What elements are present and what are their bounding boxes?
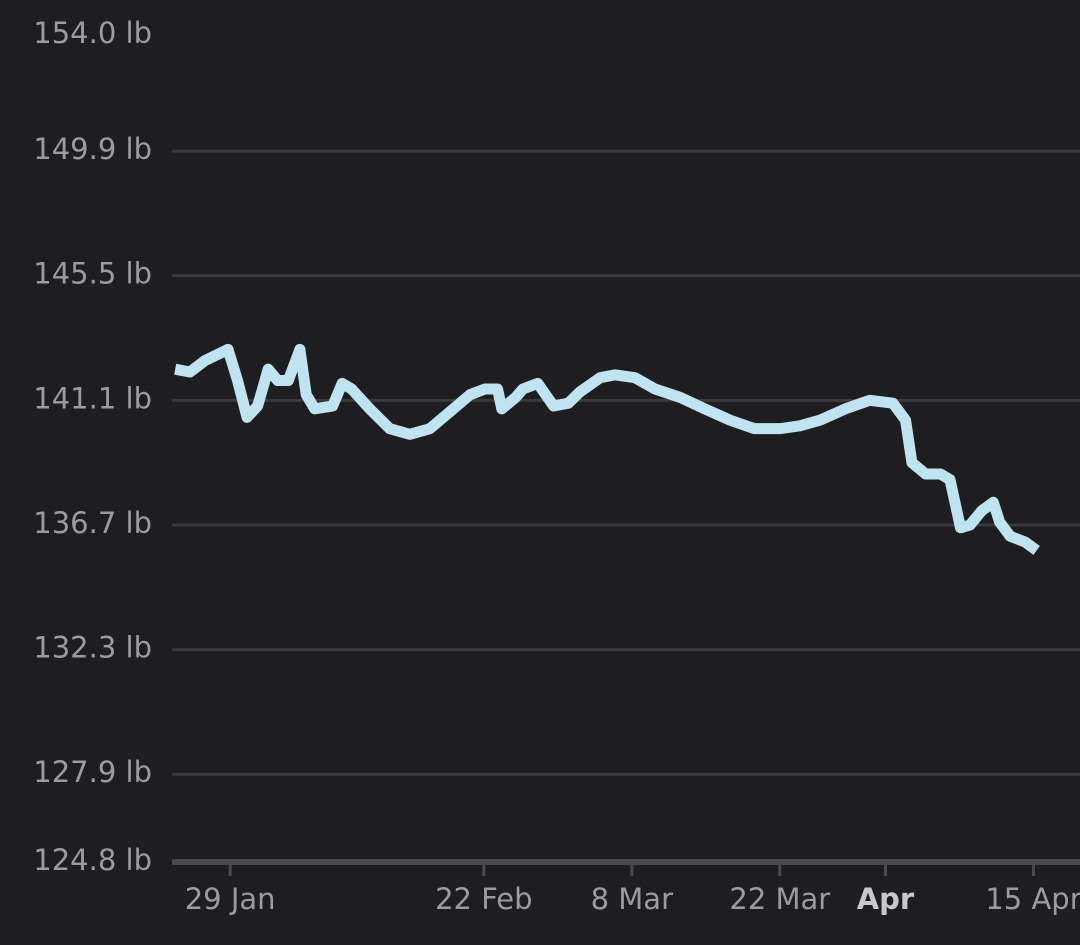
y-tick-label: 127.9 lb	[33, 755, 152, 789]
y-tick-label: 154.0 lb	[33, 16, 152, 50]
y-tick-label: 141.1 lb	[33, 381, 152, 415]
x-tick-label: 22 Feb	[435, 882, 532, 916]
x-tick-label: 8 Mar	[591, 882, 673, 916]
y-tick-label: 124.8 lb	[33, 843, 152, 877]
x-tick-label: 15 Apr	[985, 882, 1080, 916]
x-tick-label: 22 Mar	[729, 882, 830, 916]
y-tick-label: 132.3 lb	[33, 631, 152, 665]
x-tick-label: 29 Jan	[185, 882, 276, 916]
y-tick-label: 136.7 lb	[33, 506, 152, 540]
weight-line	[174, 343, 1040, 555]
y-tick-label: 149.9 lb	[33, 132, 152, 166]
x-tick-label: Apr	[857, 882, 915, 916]
y-tick-label: 145.5 lb	[33, 257, 152, 291]
